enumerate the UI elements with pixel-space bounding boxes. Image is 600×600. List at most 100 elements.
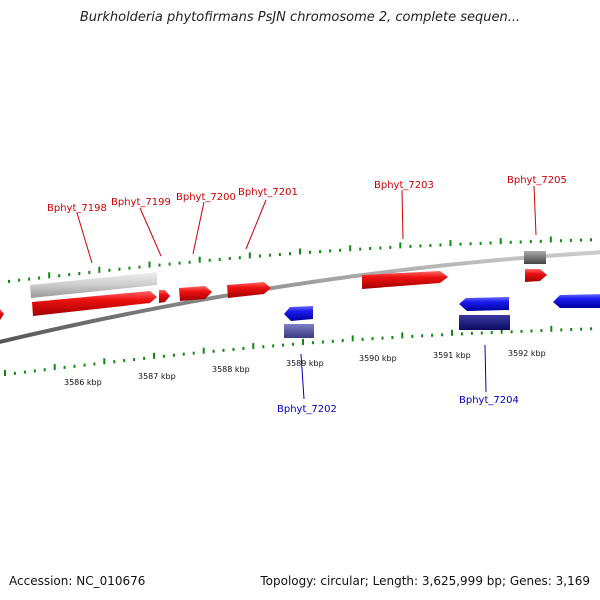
gene-label-bphyt-7203[interactable]: Bphyt_7203 bbox=[374, 180, 434, 191]
major-tick bbox=[401, 332, 404, 339]
minor-tick bbox=[539, 239, 542, 243]
minor-tick bbox=[33, 369, 36, 373]
minor-tick bbox=[479, 241, 482, 245]
minor-tick bbox=[379, 246, 382, 250]
minor-tick bbox=[570, 328, 573, 331]
minor-tick bbox=[411, 334, 414, 338]
minor-tick bbox=[309, 250, 311, 254]
minor-tick bbox=[43, 368, 46, 372]
gene-label-bphyt-7201[interactable]: Bphyt_7201 bbox=[238, 187, 298, 198]
minor-tick bbox=[13, 371, 16, 375]
kbp-label: 3587 kbp bbox=[138, 372, 176, 381]
minor-tick bbox=[272, 344, 275, 348]
major-tick bbox=[351, 335, 354, 342]
minor-tick bbox=[520, 329, 523, 333]
gene-label-bphyt-7205[interactable]: Bphyt_7205 bbox=[507, 175, 567, 186]
minor-tick bbox=[168, 262, 171, 266]
major-tick bbox=[299, 248, 301, 255]
minor-tick bbox=[530, 329, 533, 333]
minor-tick bbox=[419, 244, 422, 248]
gene-label-bphyt-7202[interactable]: Bphyt_7202 bbox=[277, 404, 337, 415]
outer-tick-row bbox=[8, 236, 592, 283]
gene-feature-bphyt-7199[interactable] bbox=[159, 290, 170, 303]
gene-feature-bphyt-7204[interactable] bbox=[459, 297, 509, 311]
minor-tick bbox=[460, 332, 463, 336]
gene-label-bphyt-7200[interactable]: Bphyt_7200 bbox=[176, 192, 236, 203]
minor-tick bbox=[459, 242, 462, 246]
major-tick bbox=[4, 370, 6, 376]
minor-tick bbox=[470, 331, 473, 335]
minor-tick bbox=[331, 339, 334, 343]
major-tick bbox=[500, 327, 503, 334]
minor-tick bbox=[369, 247, 372, 250]
minor-tick bbox=[431, 333, 434, 337]
kbp-label: 3588 kbp bbox=[212, 365, 250, 374]
minor-tick bbox=[569, 238, 572, 242]
gene-label-bphyt-7198[interactable]: Bphyt_7198 bbox=[47, 203, 107, 214]
gene-feature-bphyt-7202[interactable] bbox=[284, 306, 313, 321]
minor-tick bbox=[361, 337, 364, 341]
major-tick bbox=[103, 358, 106, 365]
minor-tick bbox=[258, 254, 261, 258]
minor-tick bbox=[391, 336, 394, 339]
minor-tick bbox=[83, 363, 86, 367]
minor-tick bbox=[292, 342, 295, 346]
minor-tick bbox=[282, 343, 285, 347]
major-tick bbox=[451, 329, 453, 336]
gene-feature-right-edge[interactable] bbox=[553, 294, 600, 308]
minor-tick bbox=[421, 334, 424, 338]
gene-label-bphyt-7204[interactable]: Bphyt_7204 bbox=[459, 395, 519, 406]
major-tick bbox=[198, 256, 201, 263]
minor-tick bbox=[118, 267, 121, 271]
major-tick bbox=[248, 252, 251, 259]
gray-feature-block-left[interactable] bbox=[30, 272, 157, 298]
minor-tick bbox=[560, 328, 563, 332]
accession-text: Accession: NC_010676 bbox=[9, 574, 146, 588]
minor-tick bbox=[439, 243, 442, 247]
gene-feature-bphyt-7201[interactable] bbox=[227, 282, 271, 298]
major-tick bbox=[499, 238, 502, 245]
minor-tick bbox=[178, 261, 181, 265]
minor-tick bbox=[469, 242, 472, 246]
minor-tick bbox=[162, 354, 165, 358]
major-tick bbox=[550, 325, 553, 332]
major-tick bbox=[48, 272, 51, 279]
gene-feature-bphyt-7204-block[interactable] bbox=[459, 315, 510, 330]
gene-feature-bphyt-7198[interactable] bbox=[32, 291, 157, 316]
minor-tick bbox=[519, 240, 522, 244]
minor-tick bbox=[113, 360, 116, 364]
minor-tick bbox=[480, 331, 483, 335]
minor-tick bbox=[93, 362, 96, 366]
minor-tick bbox=[212, 349, 215, 353]
minor-tick bbox=[218, 257, 221, 261]
gene-feature-left-edge[interactable] bbox=[0, 309, 4, 320]
major-tick bbox=[153, 352, 155, 359]
minor-tick bbox=[28, 277, 31, 281]
minor-tick bbox=[389, 245, 392, 249]
minor-tick bbox=[381, 336, 384, 340]
minor-tick bbox=[262, 345, 265, 349]
minor-tick bbox=[580, 327, 583, 331]
minor-tick bbox=[73, 364, 76, 368]
gene-feature-bphyt-7205[interactable] bbox=[525, 269, 547, 282]
minor-tick bbox=[158, 263, 161, 267]
gray-feature-block-right[interactable] bbox=[524, 251, 546, 264]
minor-tick bbox=[232, 347, 235, 351]
major-tick bbox=[449, 240, 452, 247]
minor-tick bbox=[540, 329, 543, 333]
minor-tick bbox=[38, 276, 41, 280]
gene-feature-bphyt-7200[interactable] bbox=[179, 286, 212, 301]
minor-tick bbox=[63, 365, 66, 369]
kbp-label: 3590 kbp bbox=[359, 354, 397, 363]
major-tick bbox=[98, 266, 101, 273]
gene-label-bphyt-7199[interactable]: Bphyt_7199 bbox=[111, 197, 171, 208]
minor-tick bbox=[133, 358, 136, 361]
kbp-label: 3589 kbp bbox=[286, 359, 324, 368]
minor-tick bbox=[8, 279, 10, 283]
gene-feature-bphyt-7202-block[interactable] bbox=[284, 324, 314, 338]
minor-tick bbox=[222, 348, 225, 352]
minor-tick bbox=[23, 370, 26, 374]
minor-tick bbox=[341, 339, 344, 343]
gene-feature-bphyt-7203[interactable] bbox=[362, 271, 448, 289]
